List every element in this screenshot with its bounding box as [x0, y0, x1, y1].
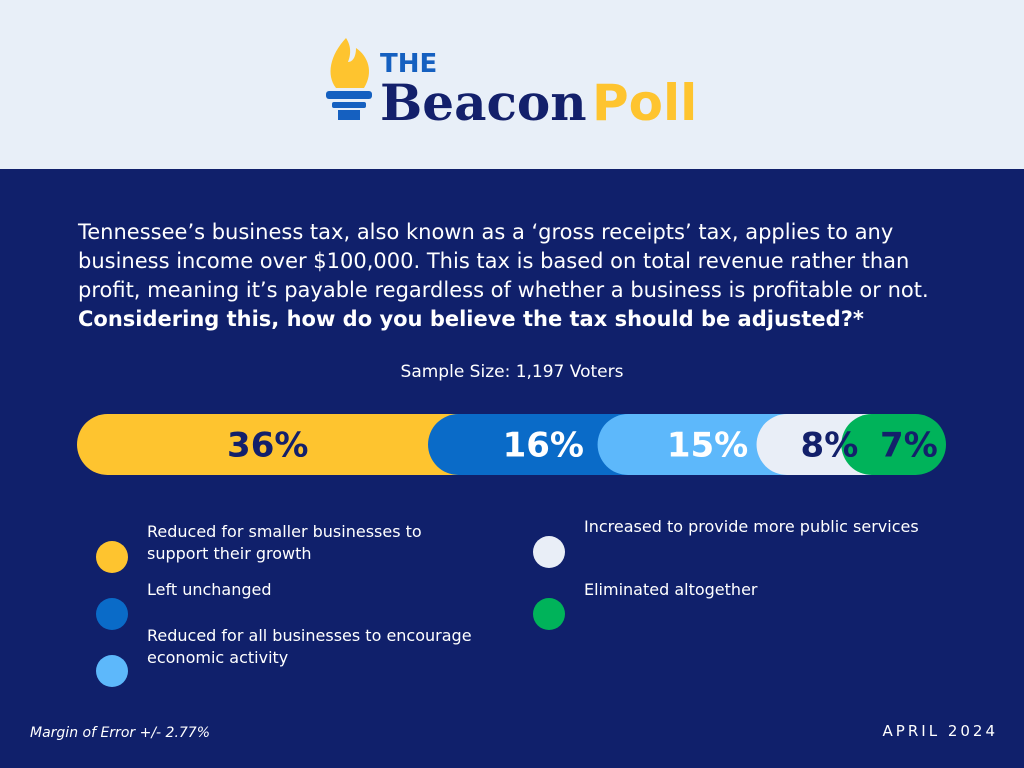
value-label: 36% — [227, 426, 308, 466]
logo-poll: Poll — [592, 74, 697, 132]
legend-label: Reduced for all businesses to encourage … — [147, 626, 472, 667]
legend-label: Eliminated altogether — [584, 580, 758, 599]
legend-swatch — [533, 536, 565, 568]
logo-the: THE — [380, 49, 437, 79]
bar-chart: 36% 16% 15% 8% 7% — [77, 414, 946, 475]
value-label: 15% — [667, 426, 748, 466]
bar-segment — [841, 414, 946, 475]
header: THE Beacon Poll — [0, 0, 1024, 169]
legend-label: Left unchanged — [147, 580, 272, 599]
logo: THE Beacon Poll — [326, 38, 697, 132]
question: Tennessee’s business tax, also known as … — [78, 218, 958, 334]
bar-segment — [428, 414, 659, 475]
value-label: 7% — [880, 426, 938, 466]
logo-beacon: Beacon — [380, 73, 587, 132]
legend-swatch — [533, 598, 565, 630]
value-label: 8% — [801, 426, 859, 466]
bar-segment — [77, 414, 490, 475]
legend-label: Increased to provide more public service… — [584, 517, 919, 536]
question-bold: Considering this, how do you believe the… — [78, 307, 864, 331]
date: APRIL 2024 — [882, 722, 998, 740]
legend-swatch — [96, 598, 128, 630]
legend-swatch — [96, 655, 128, 687]
legend-swatch — [96, 541, 128, 573]
value-label: 16% — [503, 426, 584, 466]
legend-label: Reduced for smaller businesses to suppor… — [147, 522, 422, 563]
margin-of-error: Margin of Error +/- 2.77% — [30, 725, 211, 741]
question-text: Tennessee’s business tax, also known as … — [78, 220, 929, 302]
subtitle: Sample Size: 1,197 Voters — [400, 362, 624, 382]
